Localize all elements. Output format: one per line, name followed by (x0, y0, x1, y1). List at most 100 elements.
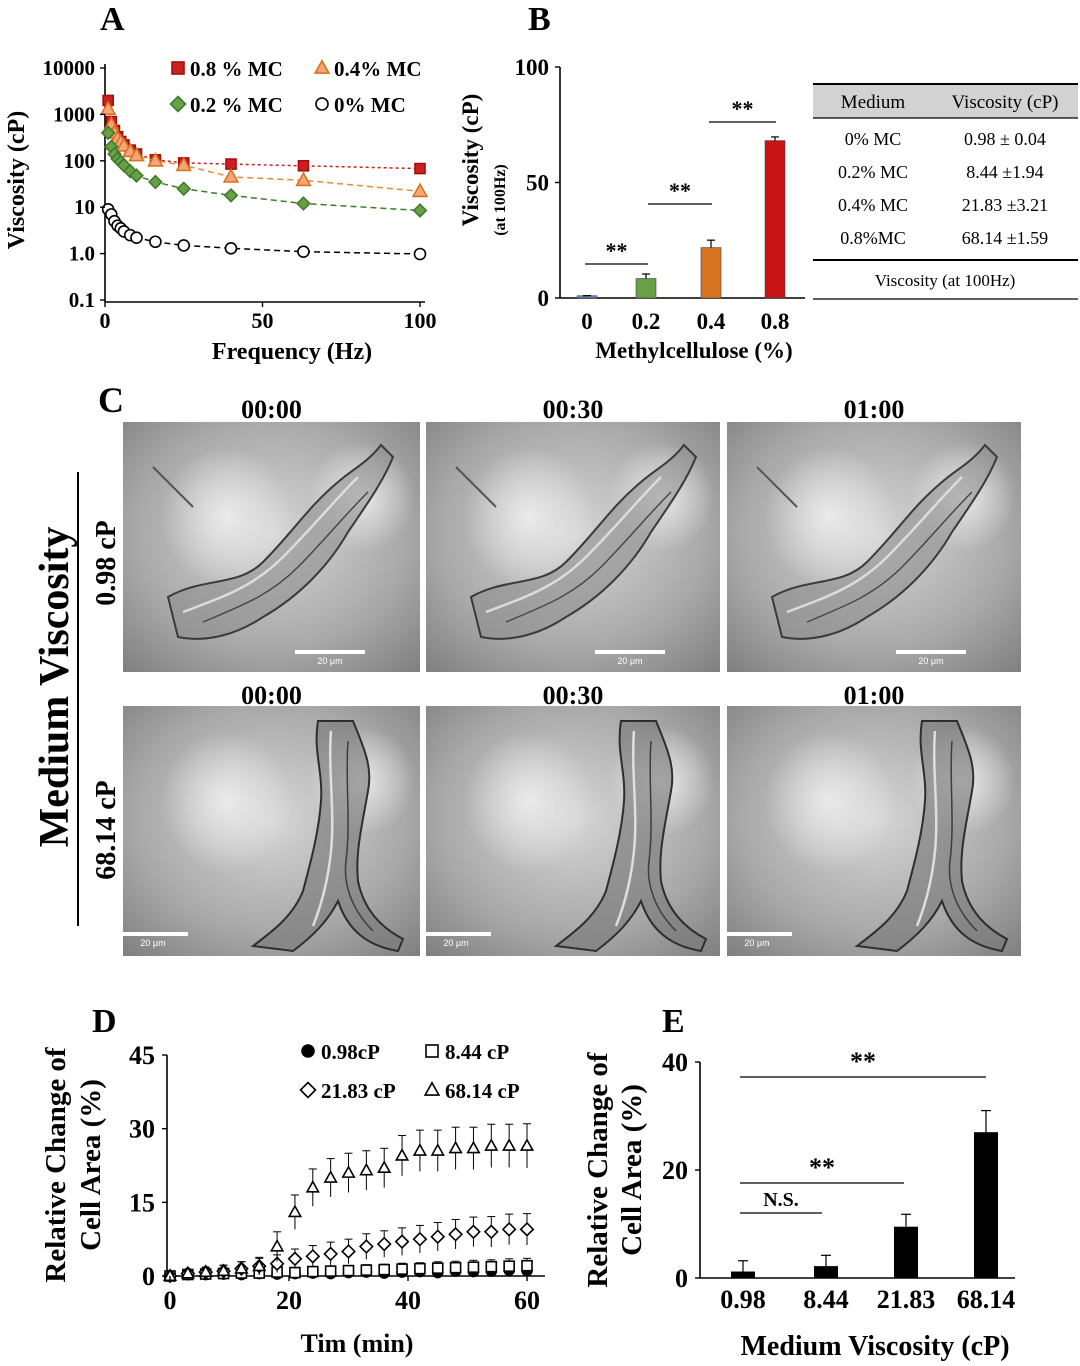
chart-d-point (414, 1262, 426, 1275)
timepoint-label: 01:00 (844, 681, 905, 710)
chart-d-y-tick-label: 45 (129, 1041, 155, 1070)
chart-d-y-tick-label: 0 (142, 1262, 155, 1291)
chart-a-legend-label: 0.2 % MC (190, 93, 283, 117)
micrograph-tiles: 20 μm 00:00 20 μm 00:30 20 μm 01:00 20 μm 00:00… (118, 395, 1021, 956)
chart-a-point (128, 146, 145, 162)
chart-a-legend-label: 0.8 % MC (190, 57, 283, 81)
micrograph-highlight (161, 447, 293, 587)
scale-bar-label: 20 μm (317, 656, 342, 666)
chart-d-point (216, 1263, 231, 1277)
chart-d-point (287, 1204, 303, 1218)
chart-a-point (297, 245, 310, 258)
table-cell-medium: 0.4% MC (838, 195, 908, 215)
chart-d-point (431, 1262, 444, 1274)
table-cell-viscosity: 8.44 ±1.94 (966, 162, 1043, 182)
timepoint-label: 00:00 (241, 681, 302, 710)
medium-viscosity-row-title: Medium Viscosity (32, 527, 78, 848)
timepoint-label: 00:30 (543, 681, 604, 710)
chart-d-ticks: 0 15 30 45 0 20 40 60 (129, 1041, 540, 1315)
chart-a-point (411, 182, 429, 198)
chart-d-point (430, 1143, 445, 1156)
chart-a-point (413, 247, 427, 261)
chart-d-legend-marker (425, 1044, 439, 1058)
chart-d-x-tick-label: 60 (514, 1286, 540, 1315)
chart-e-x-tick-label: 21.83 (877, 1285, 936, 1314)
chart-e-significance-label: N.S. (763, 1189, 799, 1211)
chart-a-point (130, 231, 143, 245)
chart-d-point (198, 1264, 213, 1278)
chart-a-point (297, 160, 310, 172)
chart-d-point (485, 1260, 498, 1273)
chart-d-point (377, 1160, 392, 1174)
chart-a-point (148, 174, 163, 190)
chart-d-point (484, 1138, 499, 1151)
chart-d-point (430, 1229, 446, 1245)
chart-a-point (295, 171, 312, 187)
table-cell-viscosity: 68.14 ±1.59 (962, 228, 1048, 248)
panel-label-e: E (662, 1003, 685, 1040)
chart-b-x-tick-label: 0.4 (697, 309, 726, 334)
chart-a-y-label: Viscosity (cP) (4, 111, 30, 249)
chart-d-point (306, 1265, 319, 1278)
micrograph-tile: 20 μm (722, 706, 1021, 956)
chart-d-point (323, 1170, 338, 1183)
chart-a-point (225, 158, 237, 170)
chart-d-legend-marker (299, 1081, 317, 1099)
table-header-bg (813, 84, 1078, 118)
chart-d-point (396, 1263, 408, 1275)
chart-d-point (323, 1246, 339, 1262)
chart-a-y-tick-label: 1.0 (69, 242, 95, 266)
chart-b-significance-label: ** (669, 178, 691, 203)
chart-a-series-line (107, 132, 421, 212)
micrograph-tile: 20 μm (123, 422, 420, 672)
chart-d-point (412, 1231, 428, 1247)
chart-d-marks (162, 1123, 535, 1284)
chart-b-y-label: Viscosity (cP) (458, 94, 483, 227)
chart-d-point (378, 1263, 391, 1276)
chart-a-x-tick-label: 100 (404, 308, 437, 333)
chart-a-point (412, 203, 428, 218)
chart-d-point (467, 1261, 480, 1273)
micrograph-tile: 20 μm (426, 422, 720, 672)
chart-e-y-label-1: Relative Change of (582, 1052, 614, 1288)
chart-a-point (223, 187, 239, 203)
chart-a-point (296, 196, 311, 211)
chart-e-y-tick-label: 40 (662, 1048, 688, 1077)
viscosity-table: Medium Viscosity (cP) 0% MC 0.98 ± 0.04 0.… (813, 83, 1078, 300)
chart-b-y-sublabel: (at 100Hz) (492, 164, 509, 236)
chart-d-x-tick-label: 40 (395, 1286, 421, 1315)
chart-d-point (483, 1224, 499, 1240)
chart-b-y-tick-label: 100 (515, 55, 550, 80)
chart-d-y-label-2: Cell Area (%) (75, 1079, 107, 1251)
chart-d-point (376, 1236, 392, 1252)
table-rows: 0% MC 0.98 ± 0.04 0.2% MC 8.44 ±1.94 0.4% MC… (838, 129, 1048, 248)
chart-a-marks (99, 94, 429, 261)
chart-e-x-tick-label: 68.14 (957, 1285, 1016, 1314)
micrograph-grid: Medium Viscosity 0.98 cP 68.14 cP 20 μm 0… (32, 395, 1021, 956)
chart-e-x-label: Medium Viscosity (cP) (740, 1331, 1009, 1362)
micrograph-highlight (464, 731, 594, 871)
table-col-viscosity: Viscosity (cP) (951, 92, 1058, 113)
micrograph-tile: 20 μm (727, 422, 1021, 672)
table-cell-viscosity: 0.98 ± 0.04 (964, 129, 1046, 149)
chart-d-point (521, 1259, 533, 1272)
chart-a-point (149, 235, 162, 249)
chart-a-legend-marker (313, 59, 331, 74)
chart-e-y-label-2: Cell Area (%) (616, 1084, 648, 1256)
chart-d-point (449, 1261, 462, 1274)
chart-d-y-label-1: Relative Change of (40, 1047, 72, 1283)
chart-d-legend: 0.98cP 8.44 cP 21.83 cP 68.14 cP (299, 1040, 520, 1103)
chart-a-y-tick-label: 10 (74, 195, 95, 219)
chart-d-point (289, 1266, 301, 1279)
table-cell-medium: 0.2% MC (838, 162, 908, 182)
chart-d-point (394, 1148, 410, 1161)
chart-e-significance-label: ** (850, 1047, 876, 1076)
chart-d-point (324, 1265, 337, 1277)
chart-d-point (448, 1226, 463, 1242)
chart-d-point (305, 1179, 320, 1193)
chart-d-point (252, 1258, 267, 1272)
chart-b-x-tick-label: 0 (581, 309, 593, 334)
chart-e-bar (894, 1226, 918, 1278)
chart-a-y-tick-label: 10000 (43, 56, 96, 80)
chart-d-point (466, 1224, 481, 1240)
